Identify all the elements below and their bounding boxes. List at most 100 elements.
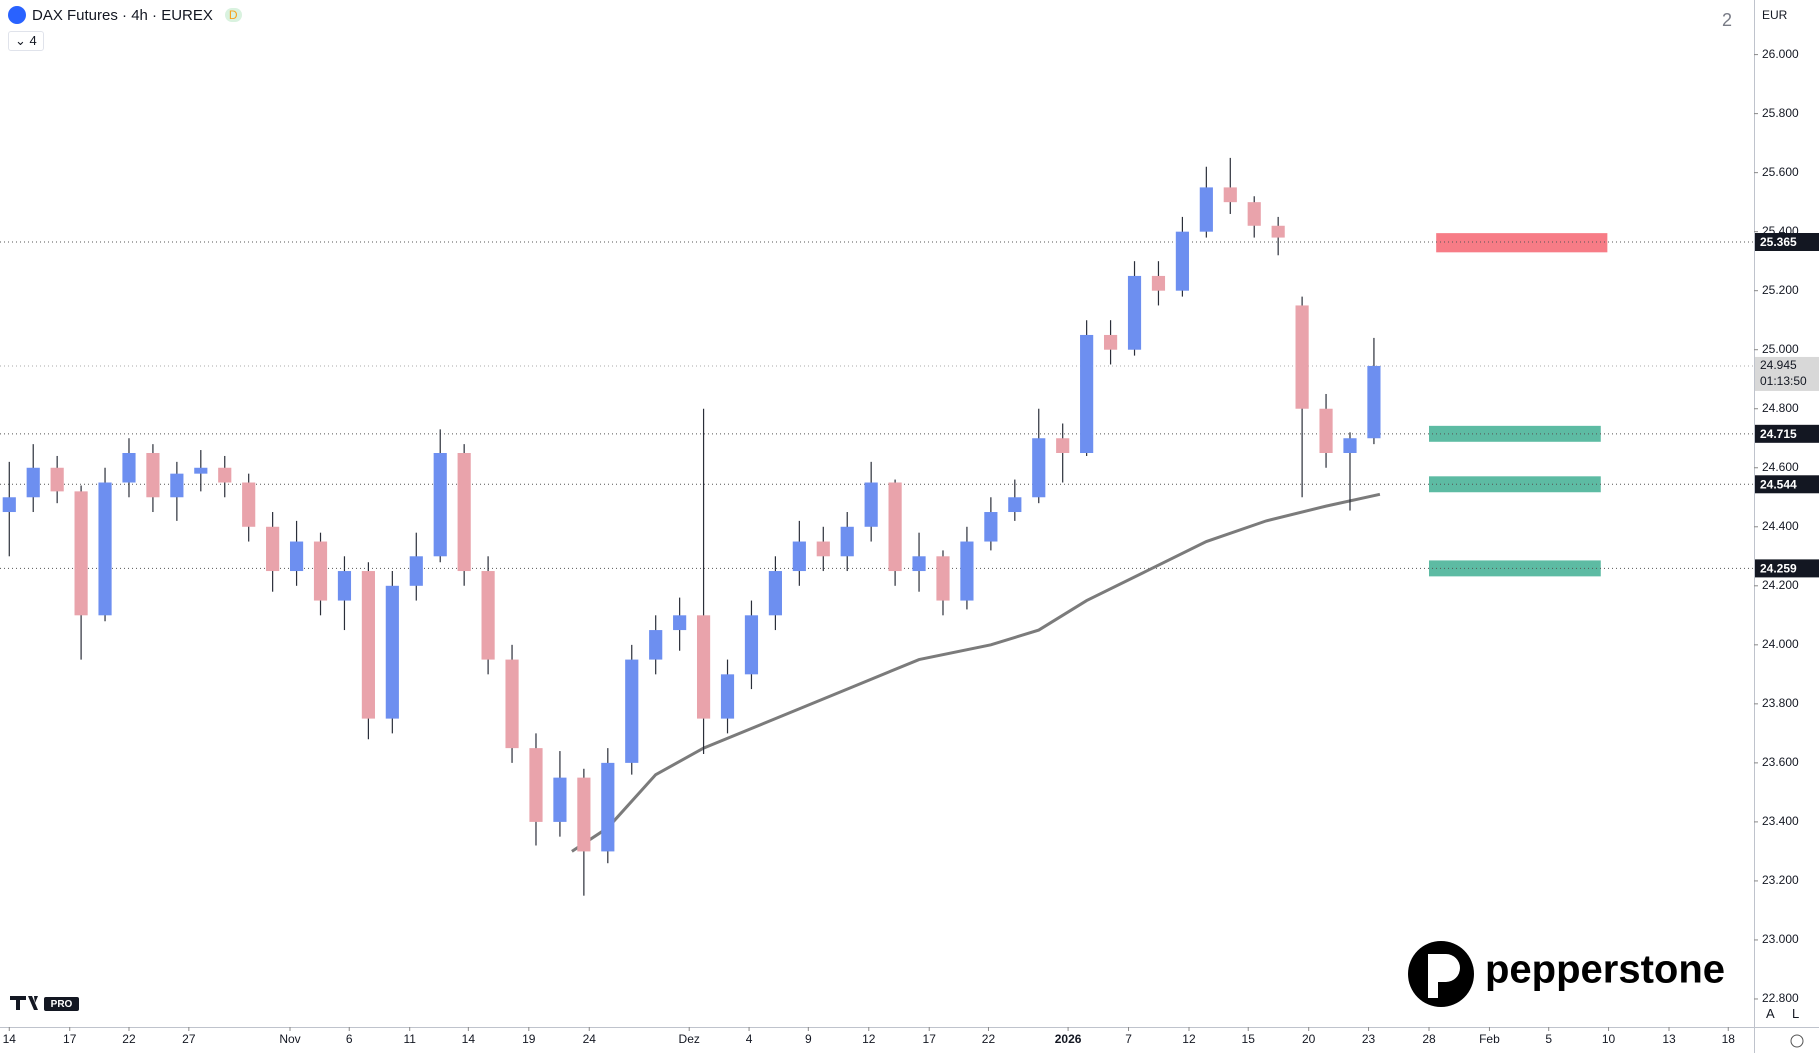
settings-icon[interactable] [1790,1034,1804,1048]
x-tick-label: 12 [862,1032,876,1046]
x-tick-label: 22 [122,1032,136,1046]
y-tick-label: 23.600 [1762,755,1799,769]
symbol-icon [8,6,26,24]
y-tick-label: 22.800 [1762,991,1799,1005]
candle-body [409,556,423,586]
x-tick-label: 10 [1602,1032,1616,1046]
candle-body [1199,187,1213,232]
market-badge: D [224,8,242,22]
candle-body [673,615,687,631]
y-tick-label: 23.400 [1762,814,1799,828]
candle-body [1175,231,1189,291]
y-tick-label: 24.200 [1762,578,1799,592]
scale-log[interactable]: L [1792,1006,1800,1021]
candle-body [1056,438,1070,454]
candle-body [649,630,663,660]
candle-body [720,674,735,719]
x-tick-label: 9 [805,1032,812,1046]
candle-body [888,482,902,572]
candle-body [1343,438,1357,454]
y-tick-label: 26.000 [1762,47,1799,61]
candle-body [289,541,304,572]
candle-body [768,571,782,616]
candle-body [242,482,256,527]
candle-body [505,659,519,749]
x-tick-label: 20 [1302,1032,1316,1046]
candle-body [26,467,40,498]
current-price-bg [1755,356,1819,391]
candle-body [864,482,878,527]
candle-body [625,659,639,763]
indicator-toggle[interactable]: ⌄ 4 [8,31,44,51]
candle-body [337,571,352,601]
price-label-bg [1755,424,1819,443]
candle-body [266,526,280,572]
candle-body [74,491,88,616]
x-tick-label: Dez [679,1032,700,1046]
x-tick-label: 23 [1362,1032,1376,1046]
candle-body [696,615,711,719]
candle-body [984,512,998,542]
candle-body [840,526,854,557]
zone [1428,560,1601,577]
candle-body [744,615,759,675]
x-tick-label: 14 [3,1032,17,1046]
tv-badge-bg [44,997,79,1011]
price-label: 24.715 [1760,427,1797,441]
scale-auto[interactable]: A [1766,1006,1775,1021]
header: DAX Futures · 4h · EUREX D [8,6,242,24]
candle-body [1295,305,1309,409]
y-tick-label: 23.200 [1762,873,1799,887]
candle-body [170,473,184,498]
candle-body [577,777,591,852]
candle-body [1367,365,1381,439]
y-tick-label: 24.400 [1762,519,1799,533]
x-tick-label: 2026 [1055,1032,1082,1046]
price-label: 24.259 [1760,562,1797,576]
candle-body [385,585,399,719]
x-tick-label: 11 [403,1032,416,1046]
zone [1428,476,1601,493]
logo-p [1428,954,1460,998]
y-tick-label: 25.000 [1762,342,1799,356]
x-tick-label: Nov [279,1032,300,1046]
y-tick-label: 23.000 [1762,932,1799,946]
candle-body [433,453,447,557]
candle-body [1127,275,1142,350]
candle-body [912,556,926,572]
x-tick-label: 28 [1422,1032,1436,1046]
pepperstone-logo: pepperstone [1408,941,1725,1007]
currency: EUR [1762,8,1788,22]
x-tick-label: 14 [462,1032,476,1046]
candle-body [1151,275,1166,291]
candle-body [816,541,830,557]
price-label-bg [1755,475,1819,494]
candle-body [1103,334,1118,350]
candle-body [1271,225,1285,238]
zone [1428,425,1601,442]
candle-body [1223,187,1237,203]
candle-body [1247,202,1261,226]
x-tick-label: 19 [522,1032,536,1046]
candle-body [481,571,495,660]
price-label: 25.365 [1760,235,1797,249]
candle-body [529,748,543,822]
price-label-bg [1755,232,1819,251]
y-tick-label: 25.200 [1762,283,1799,297]
y-tick-label: 24.800 [1762,401,1799,415]
x-tick-label: 27 [182,1032,196,1046]
y-tick-label: 24.600 [1762,460,1799,474]
x-tick-label: 13 [1662,1032,1676,1046]
x-tick-label: 12 [1182,1032,1196,1046]
x-tick-label: 15 [1242,1032,1256,1046]
plot [0,157,1754,896]
indicator-line [571,492,1381,853]
x-tick-label: 24 [583,1032,597,1046]
price-label: 24.544 [1760,477,1797,491]
candle-body [313,541,328,601]
symbol-title: DAX Futures · 4h · EUREX [32,6,213,24]
x-tick-label: 22 [982,1032,996,1046]
tv-mark [10,996,38,1010]
